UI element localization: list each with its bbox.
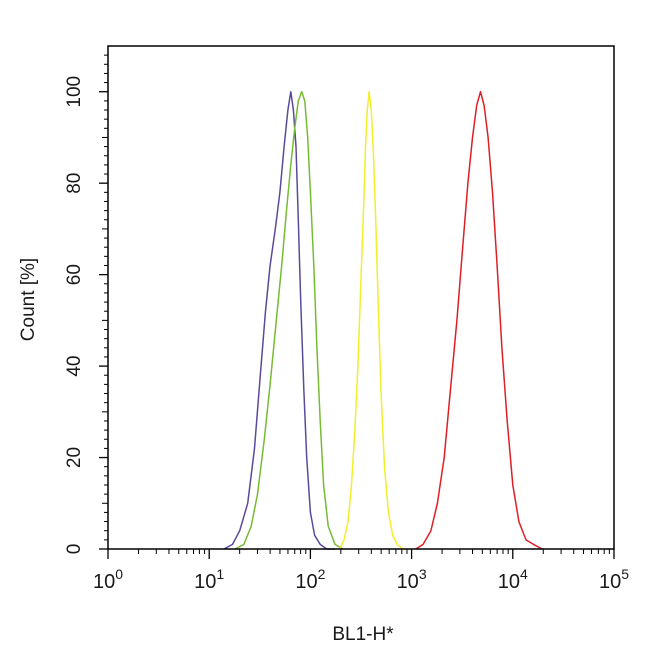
series-line-2 <box>234 90 344 550</box>
series-line-1 <box>223 90 335 550</box>
x-tick-label: 104 <box>498 566 528 593</box>
x-tick-label: 101 <box>194 566 224 593</box>
y-axis: 0 20 40 60 80 100 <box>64 54 108 555</box>
y-tick-label: 20 <box>64 447 85 468</box>
series-line-3 <box>339 90 404 550</box>
x-tick-label: 102 <box>295 566 325 593</box>
y-tick-label: 60 <box>64 264 85 285</box>
y-tick-label: 0 <box>64 544 85 555</box>
x-axis-label: BL1-H* <box>332 624 394 645</box>
x-tick-label: 105 <box>599 566 629 593</box>
plot-frame <box>107 45 615 550</box>
plot-layer <box>223 90 543 550</box>
y-axis-label: Count [%] <box>18 258 39 341</box>
y-tick-label: 80 <box>64 173 85 194</box>
x-tick-label: 100 <box>93 566 123 593</box>
series-line-4 <box>415 90 543 550</box>
y-tick-label: 40 <box>64 356 85 377</box>
x-axis: 100 101 102 103 104 105 <box>93 549 629 593</box>
y-tick-label: 100 <box>64 76 85 108</box>
x-tick-label: 103 <box>397 566 427 593</box>
